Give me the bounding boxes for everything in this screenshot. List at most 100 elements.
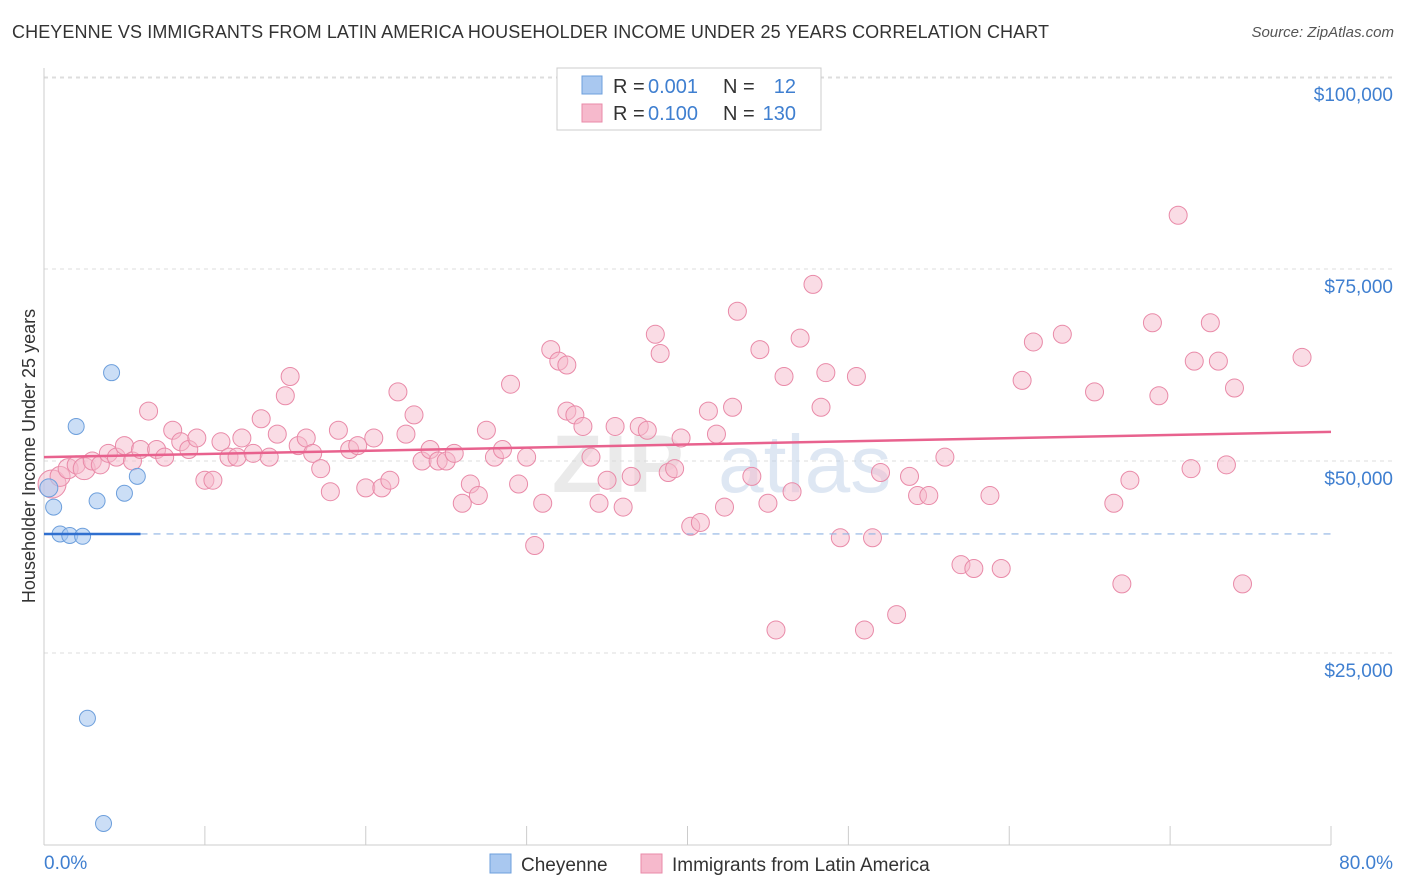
- latin-point-27: [259, 447, 279, 467]
- latin-point-87: [727, 301, 747, 321]
- latin-point-125: [1208, 351, 1228, 371]
- latin-point-53: [468, 486, 488, 506]
- watermark-atlas: atlas: [718, 419, 891, 510]
- latin-america-points: [37, 205, 1312, 640]
- latin-point-96: [811, 397, 831, 417]
- cheyenne-point-8: [128, 467, 146, 485]
- y-tick-label-25000: $25,000: [1324, 661, 1393, 682]
- latin-point-40: [364, 428, 384, 448]
- bottom-legend-swatch-latin-america: [640, 853, 663, 874]
- latin-point-90: [758, 493, 778, 513]
- latin-point-51: [452, 493, 472, 513]
- latin-point-79: [665, 459, 685, 479]
- latin-point-58: [509, 474, 529, 494]
- x-tick-label-max: 80.0%: [1339, 853, 1393, 874]
- latin-point-23: [227, 447, 247, 467]
- latin-point-44: [396, 424, 416, 444]
- latin-point-61: [533, 493, 553, 513]
- latin-point-113: [1023, 332, 1043, 352]
- cheyenne-point-5: [74, 527, 92, 545]
- latin-point-67: [573, 416, 593, 436]
- latin-point-76: [645, 324, 665, 344]
- cheyenne-point-2: [67, 417, 85, 435]
- y-tick-label-50000: $50,000: [1324, 469, 1393, 490]
- latin-point-20: [203, 470, 223, 490]
- latin-point-116: [1104, 493, 1124, 513]
- legend-top: R = 0.001 N = 12 R = 0.100 N = 130: [556, 67, 822, 131]
- latin-point-33: [303, 443, 323, 463]
- latin-point-94: [790, 328, 810, 348]
- latin-point-59: [517, 447, 537, 467]
- cheyenne-point-0: [39, 478, 59, 498]
- legend-n-label-latin-america: N =: [723, 103, 755, 125]
- latin-point-107: [935, 447, 955, 467]
- cheyenne-points: [39, 364, 146, 832]
- latin-point-88: [742, 466, 762, 486]
- legend-n-value-latin-america: 130: [763, 103, 796, 125]
- latin-point-102: [871, 463, 891, 483]
- latin-point-127: [1224, 378, 1244, 398]
- latin-point-71: [605, 416, 625, 436]
- latin-point-115: [1085, 382, 1105, 402]
- latin-point-82: [690, 512, 710, 532]
- latin-point-129: [1292, 347, 1312, 367]
- latin-point-109: [964, 559, 984, 579]
- latin-point-35: [320, 482, 340, 502]
- latin-point-86: [723, 397, 743, 417]
- latin-point-45: [404, 405, 424, 425]
- latin-point-100: [854, 620, 874, 640]
- cheyenne-point-6: [88, 492, 106, 510]
- latin-point-73: [621, 466, 641, 486]
- latin-point-114: [1052, 324, 1072, 344]
- latin-point-34: [311, 459, 331, 479]
- latin-point-104: [900, 466, 920, 486]
- latin-point-117: [1112, 574, 1132, 594]
- latin-point-106: [919, 486, 939, 506]
- latin-point-118: [1120, 470, 1140, 490]
- legend-n-value-cheyenne: 12: [774, 76, 796, 98]
- latin-point-57: [501, 374, 521, 394]
- latin-point-54: [476, 420, 496, 440]
- latin-point-36: [328, 420, 348, 440]
- y-tick-label-75000: $75,000: [1324, 277, 1393, 298]
- latin-point-111: [991, 559, 1011, 579]
- latin-point-26: [251, 409, 271, 429]
- source-note: Source: ZipAtlas.com: [1251, 24, 1394, 41]
- latin-point-70: [597, 470, 617, 490]
- legend-r-label-latin-america: R =: [613, 103, 645, 125]
- bottom-legend-label-latin-america: Immigrants from Latin America: [672, 855, 930, 876]
- legend-swatch-cheyenne: [581, 75, 603, 95]
- latin-point-80: [671, 428, 691, 448]
- latin-point-112: [1012, 370, 1032, 390]
- latin-point-123: [1184, 351, 1204, 371]
- latin-point-60: [525, 535, 545, 555]
- cheyenne-point-9: [103, 364, 121, 382]
- latin-point-43: [388, 382, 408, 402]
- latin-point-12: [139, 401, 159, 421]
- latin-point-14: [155, 447, 175, 467]
- latin-point-98: [830, 528, 850, 548]
- latin-point-95: [803, 274, 823, 294]
- latin-point-39: [356, 478, 376, 498]
- latin-point-77: [650, 343, 670, 363]
- cheyenne-point-11: [95, 814, 113, 832]
- legend-bottom: Cheyenne Immigrants from Latin America: [489, 853, 930, 876]
- latin-point-83: [698, 401, 718, 421]
- legend-swatch-latin-america: [581, 103, 603, 123]
- latin-point-85: [715, 497, 735, 517]
- legend-n-label-cheyenne: N =: [723, 76, 755, 98]
- latin-point-122: [1181, 459, 1201, 479]
- latin-point-119: [1142, 313, 1162, 333]
- latin-point-89: [750, 340, 770, 360]
- latin-point-84: [706, 424, 726, 444]
- y-tick-labels: $25,000 $50,000 $75,000 $100,000: [1314, 85, 1393, 682]
- latin-point-101: [863, 528, 883, 548]
- latin-point-99: [846, 367, 866, 387]
- legend-r-value-latin-america: 0.100: [648, 103, 698, 125]
- y-tick-label-100000: $100,000: [1314, 85, 1393, 106]
- latin-point-120: [1149, 386, 1169, 406]
- y-axis-label: Householder Income Under 25 years: [19, 309, 39, 603]
- latin-point-103: [887, 605, 907, 625]
- latin-point-72: [613, 497, 633, 517]
